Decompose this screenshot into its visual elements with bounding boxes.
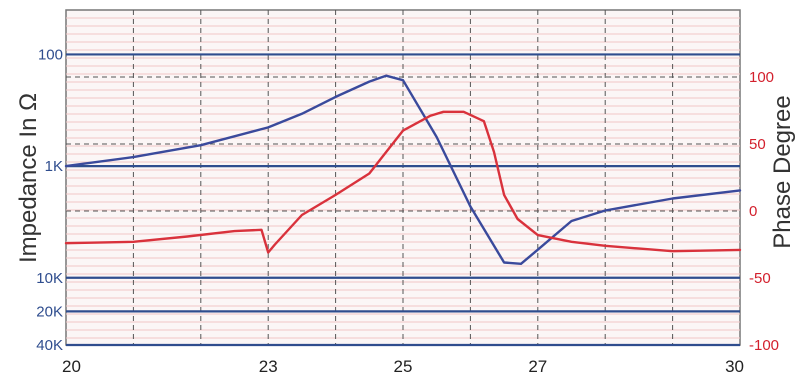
x-tick-label: 23 <box>259 357 278 376</box>
major-gridlines <box>66 10 740 347</box>
left-tick-label: 1K <box>45 158 63 175</box>
right-tick-label: 100 <box>749 69 774 86</box>
right-axis-title: Phase Degree <box>769 95 796 248</box>
x-tick-label: 20 <box>62 357 81 376</box>
right-tick-label: -50 <box>749 270 771 287</box>
x-tick-label: 30 <box>725 357 744 376</box>
left-tick-label: 20K <box>36 303 63 320</box>
left-tick-label: 100 <box>38 46 63 63</box>
right-tick-label: -100 <box>749 337 779 354</box>
x-tick-label: 25 <box>394 357 413 376</box>
impedance-series-line <box>64 74 742 265</box>
left-axis-title: Impedance In Ω <box>15 93 42 263</box>
left-tick-label: 10K <box>36 270 63 287</box>
x-tick-label: 27 <box>528 357 547 376</box>
series-layer <box>64 74 742 265</box>
phase-series-line <box>64 110 742 254</box>
right-tick-label: 50 <box>749 136 766 153</box>
right-tick-label: 0 <box>749 203 757 220</box>
tick-labels: 100 1K 10K 20K 40K 100 50 0 -50 -100 20 23 25 27 30 <box>36 46 779 376</box>
left-tick-label: 40K <box>36 337 63 354</box>
